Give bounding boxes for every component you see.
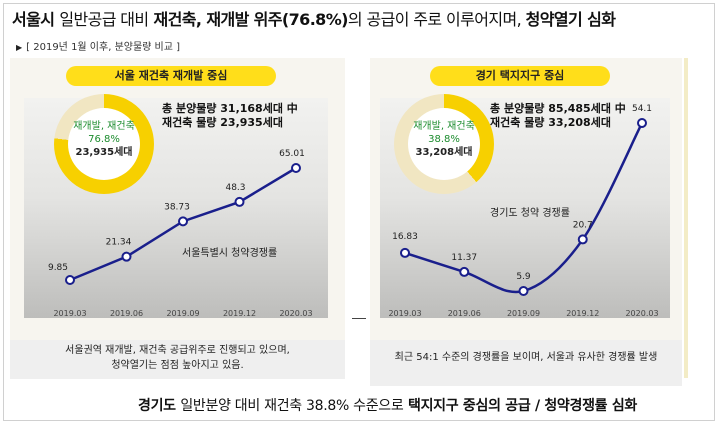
data-point (637, 118, 647, 128)
data-label: 5.9 (516, 272, 531, 282)
seoul-competition-label: 서울특별시 청약경쟁률 (182, 248, 278, 259)
x-tick-label: 2020.03 (279, 309, 312, 318)
data-point (178, 216, 188, 227)
x-tick-label: 2019.12 (566, 309, 599, 318)
seoul-line-chart: 9.85 2019.03 21.34 2019.06 38.73 2019.09 48.3 2… (48, 149, 313, 318)
data-point (121, 251, 132, 262)
x-tick-label: 2019.06 (448, 309, 481, 318)
x-tick-label: 2019.12 (223, 309, 256, 318)
data-point (400, 247, 410, 258)
data-label: 54.1 (632, 104, 652, 114)
x-tick-label: 2019.03 (53, 309, 86, 318)
x-tick-label: 2020.03 (625, 309, 658, 318)
gyeonggi-total-text: 총 분양물량 85,485세대 中 재건축 물량 33,208세대 (490, 102, 626, 129)
donut-center: 재개발, 재건축 76.8% 23,935세대 (68, 108, 140, 180)
data-label: 65.01 (279, 149, 305, 159)
series-line (404, 122, 644, 294)
gyeonggi-panel: 경기 택지지구 중심 재개발, 재건축 38.8% 33,208세대 총 분양물… (370, 58, 682, 386)
seoul-panel: 서울 재건축 재개발 중심 재개발, 재건축 76.8% 23,935세대 총 … (10, 58, 345, 379)
data-point (577, 234, 588, 245)
bottom-caption: 경기도 일반분양 대비 재건축 38.8% 수준으로 택지지구 중심의 공급 /… (138, 398, 637, 414)
data-point (459, 266, 470, 277)
seoul-donut-chart: 재개발, 재건축 76.8% 23,935세대 (54, 94, 154, 194)
x-tick-label: 2019.06 (110, 309, 143, 318)
gyeonggi-pill-label: 경기 택지지구 중심 (430, 66, 610, 86)
divider-dash (352, 318, 366, 319)
gyeonggi-competition-label: 경기도 청약 경쟁률 (490, 208, 570, 219)
triangle-icon: ▶ (16, 43, 23, 52)
data-point (65, 275, 75, 285)
data-point (291, 163, 301, 173)
data-label: 20.7 (573, 220, 593, 230)
seoul-note: 서울권역 재개발, 재건축 공급위주로 진행되고 있으며, 청약열기는 점점 높… (10, 340, 345, 379)
data-point (518, 286, 529, 296)
data-point (234, 196, 245, 207)
x-tick-label: 2019.03 (388, 309, 421, 318)
donut-center: 재개발, 재건축 38.8% 33,208세대 (408, 108, 480, 180)
gyeonggi-note: 최근 54:1 수준의 경쟁률을 보이며, 서울과 유사한 경쟁률 발생 (370, 340, 682, 386)
data-label: 21.34 (106, 238, 132, 248)
gyeonggi-line-chart: 16.83 2019.03 11.37 2019.06 5.9 2019.09 20.7 20… (388, 104, 658, 318)
x-tick-label: 2019.09 (166, 309, 199, 318)
seoul-total-text: 총 분양물량 31,168세대 中 재건축 물량 23,935세대 (162, 102, 298, 129)
seoul-pill-label: 서울 재건축 재개발 중심 (66, 66, 276, 86)
data-label: 38.73 (164, 202, 190, 212)
subtitle: ▶[ 2019년 1월 이후, 분양물량 비교 ] (16, 42, 181, 53)
data-label: 11.37 (451, 253, 477, 263)
data-label: 48.3 (225, 183, 245, 193)
page-title: 서울시 일반공급 대비 재건축, 재개발 위주(76.8%)의 공급이 주로 이… (12, 10, 616, 29)
data-label: 16.83 (392, 232, 418, 242)
gyeonggi-donut-chart: 재개발, 재건축 38.8% 33,208세대 (394, 94, 494, 194)
side-accent-bar (684, 58, 688, 378)
x-tick-label: 2019.09 (507, 309, 540, 318)
data-label: 9.85 (48, 263, 68, 273)
